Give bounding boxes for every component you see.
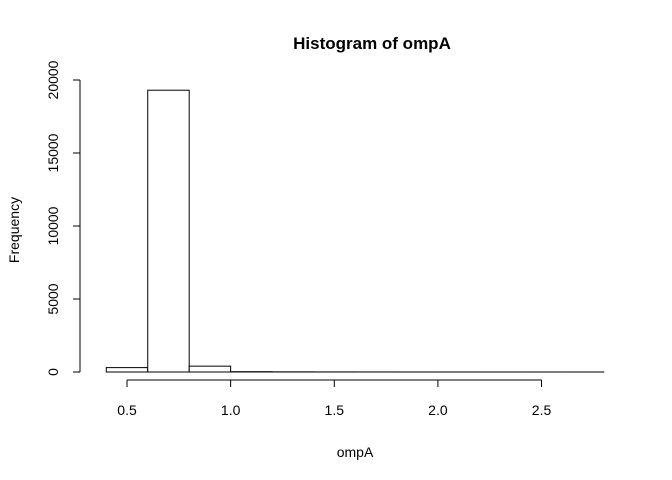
chart-title: Histogram of ompA	[293, 34, 451, 53]
x-axis: 0.5 1.0 1.5 2.0 2.5	[117, 379, 552, 418]
x-tick-label: 2.5	[532, 402, 552, 418]
x-tick-label: 2.0	[428, 402, 448, 418]
y-tick-label: 15000	[45, 133, 61, 172]
y-axis-label: Frequency	[6, 197, 22, 263]
y-tick-label: 10000	[45, 206, 61, 245]
x-axis-label: ompA	[337, 444, 374, 460]
y-tick-label: 20000	[45, 60, 61, 99]
bars	[105, 89, 605, 373]
y-axis: 0 5000 10000 15000 20000	[45, 60, 81, 376]
x-tick-label: 1.0	[221, 402, 241, 418]
histogram-bar-1	[147, 89, 190, 373]
x-tick-label: 0.5	[117, 402, 137, 418]
y-tick-label: 0	[45, 368, 61, 376]
x-tick-label: 1.5	[325, 402, 345, 418]
histogram-bar-2	[188, 365, 232, 373]
y-tick-label: 5000	[45, 283, 61, 314]
histogram-bar-0	[105, 367, 149, 373]
